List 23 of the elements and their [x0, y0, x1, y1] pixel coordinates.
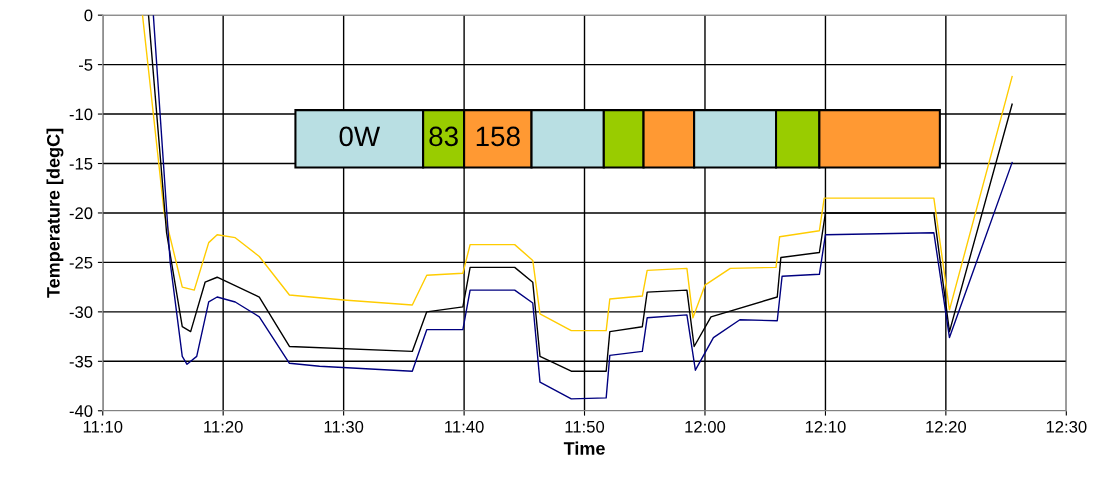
band-label: 158: [476, 126, 520, 147]
x-tick-label: 11:30: [324, 420, 364, 433]
y-tick-label: -25: [69, 256, 93, 269]
y-tick-label: -10: [69, 108, 93, 121]
y-tick-label: -20: [69, 207, 93, 220]
y-tick-label: -35: [69, 355, 93, 368]
x-tick-label: 11:20: [204, 420, 243, 433]
x-tick-label: 11:50: [565, 420, 605, 433]
y-tick-label: -40: [69, 405, 93, 417]
x-tick-label: 12:10: [805, 420, 846, 433]
y-axis-title: Temperature [degC]: [46, 128, 64, 298]
y-tick-label: 0: [84, 9, 93, 22]
x-tick-label: 12:20: [926, 420, 967, 433]
y-tick-label: -15: [69, 158, 93, 170]
y-tick-label: -5: [78, 59, 93, 71]
x-tick-label: 11:40: [445, 420, 484, 433]
x-tick-label: 12:30: [1046, 420, 1087, 433]
x-tick-label: 11:10: [83, 420, 123, 433]
x-tick-label: 12:00: [685, 420, 726, 433]
band-label: 0W: [339, 126, 381, 147]
x-axis-title: Time: [563, 441, 605, 455]
band-label: 83: [429, 126, 458, 147]
y-tick-label: -30: [69, 306, 93, 319]
